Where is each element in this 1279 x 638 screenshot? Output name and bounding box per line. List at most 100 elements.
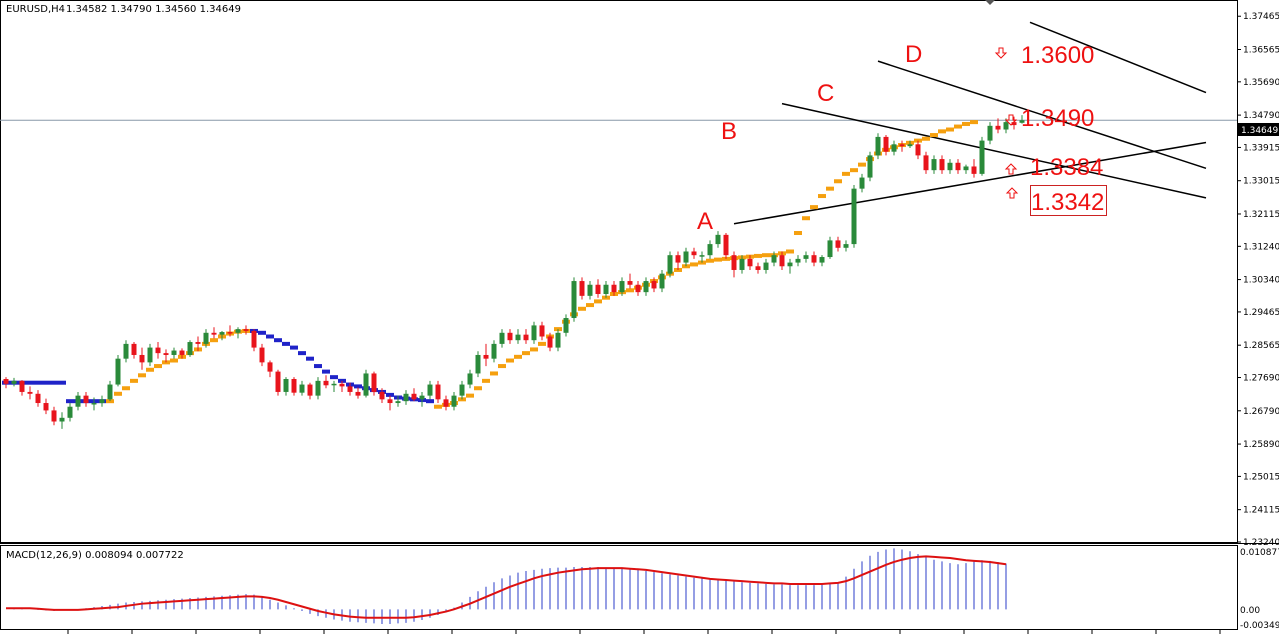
price-tick-label: 1.31240: [1243, 242, 1279, 252]
candle-body: [27, 391, 33, 394]
stop-segment: [946, 127, 954, 132]
stop-segment: [354, 384, 362, 389]
price-tick-label: 1.23240: [1243, 538, 1279, 548]
level-value: 1.3384: [1030, 154, 1103, 181]
price-tick-label: 1.30340: [1243, 276, 1279, 286]
trendlines: [733, 21, 1207, 225]
candle-body: [931, 159, 937, 171]
candle-body: [323, 380, 329, 386]
candle-body: [267, 362, 273, 372]
stop-segment: [522, 351, 530, 356]
macd-axis-zero: 0.00: [1240, 606, 1260, 616]
candle-body: [403, 393, 409, 402]
stop-segment: [26, 380, 34, 385]
candle-body: [955, 162, 961, 171]
stop-segment: [146, 367, 154, 372]
candle-body: [275, 371, 281, 392]
candle-body: [683, 251, 689, 263]
candle-body: [723, 234, 729, 256]
candle-body: [499, 332, 505, 344]
candle-body: [755, 266, 761, 270]
stop-segment: [706, 258, 714, 263]
level-1-3384[interactable]: 1.3384: [1004, 154, 1103, 181]
stop-segment: [498, 364, 506, 369]
stop-segment: [330, 375, 338, 380]
stop-segment: [794, 231, 802, 236]
up-arrow-icon: [1004, 163, 1018, 175]
wave-label-b: B: [721, 118, 737, 145]
price-tick-label: 1.36565: [1243, 45, 1279, 55]
stop-segment: [154, 364, 162, 369]
stop-segment: [858, 162, 866, 167]
level-value: 1.3342: [1031, 189, 1104, 216]
candle-body: [595, 284, 601, 294]
candle-body: [795, 258, 801, 263]
candle-body: [1011, 122, 1017, 126]
candle-body: [107, 384, 113, 400]
candle-body: [219, 332, 225, 335]
candle-body: [1003, 122, 1009, 130]
stop-segment: [962, 121, 970, 126]
candle-body: [75, 395, 81, 407]
price-tick-label: 1.33915: [1243, 143, 1279, 153]
stop-segment: [490, 371, 498, 376]
stop-segment: [810, 205, 818, 210]
candle-body: [715, 234, 721, 245]
candle-body: [171, 350, 177, 355]
level-value: 1.3490: [1021, 105, 1094, 132]
candle-body: [483, 354, 489, 359]
stop-segment: [482, 378, 490, 383]
candle-body: [827, 240, 833, 258]
candle-body: [659, 273, 665, 289]
stop-segment: [954, 124, 962, 129]
candle-body: [515, 334, 521, 341]
candle-body: [227, 332, 233, 334]
trendline: [781, 102, 1207, 199]
price-tick-label: 1.26790: [1243, 407, 1279, 417]
candle-body: [115, 358, 121, 385]
macd-indicator: [6, 548, 1007, 624]
candle-body: [859, 177, 865, 189]
stop-segment: [298, 351, 306, 356]
level-box: [1030, 185, 1107, 216]
candle-body: [259, 347, 265, 363]
candle-body: [611, 284, 617, 293]
candle-body: [427, 384, 433, 396]
stop-segment: [834, 179, 842, 184]
candle-body: [819, 257, 825, 263]
stop-segment: [938, 129, 946, 134]
candle-body: [971, 166, 977, 174]
candle-body: [651, 281, 657, 289]
stop-segment: [266, 334, 274, 339]
candle-body: [83, 395, 89, 404]
stop-segment: [50, 380, 58, 385]
candle-body: [867, 155, 873, 178]
level-1-3490[interactable]: 1.3490: [1004, 105, 1094, 132]
candle-body: [947, 162, 953, 171]
candle-body: [635, 284, 641, 293]
candle-body: [123, 343, 129, 359]
stop-segment: [282, 341, 290, 346]
candle-body: [203, 332, 209, 344]
macd-label: MACD(12,26,9) 0.008094 0.007722: [6, 550, 184, 561]
macd-signal-line: [6, 555, 1007, 619]
stop-segment: [754, 253, 762, 258]
stop-segment: [130, 378, 138, 383]
candle-body: [579, 281, 585, 296]
candle-body: [979, 140, 985, 174]
price-tick-label: 1.27690: [1243, 374, 1279, 384]
candle-body: [995, 125, 1001, 130]
candle-body: [667, 255, 673, 274]
level-1-3600[interactable]: 1.3600: [994, 42, 1094, 69]
chart-shift-marker-icon[interactable]: [985, 0, 995, 5]
stop-segment: [714, 257, 722, 262]
level-1-3342[interactable]: 1.3342: [1005, 185, 1107, 217]
candle-body: [299, 384, 305, 393]
stop-segment: [506, 358, 514, 363]
candle-body: [603, 284, 609, 294]
candles: [3, 115, 1025, 429]
candle-body: [251, 330, 257, 348]
trendline: [877, 60, 1207, 170]
stop-segment: [538, 341, 546, 346]
candle-body: [675, 255, 681, 263]
